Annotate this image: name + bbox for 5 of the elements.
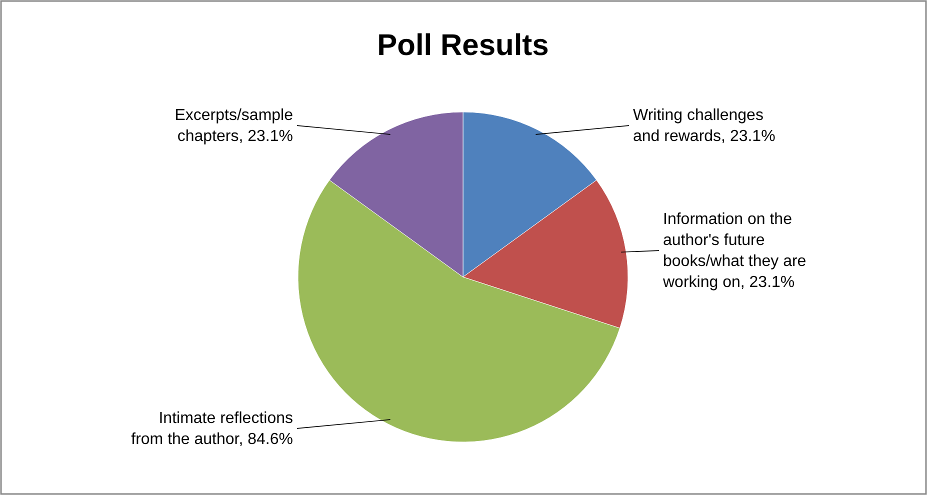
slice-label: Information on the author's future books/what they are working on, 23.1%: [662, 211, 806, 292]
slice-label: Excerpts/sample chapters, 23.1%: [174, 107, 294, 146]
slice-label: Writing challenges and rewards, 23.1%: [633, 107, 776, 146]
chart-title: Poll Results: [377, 29, 549, 62]
slice-label: Intimate reflections from the author, 84.6%: [131, 410, 293, 448]
